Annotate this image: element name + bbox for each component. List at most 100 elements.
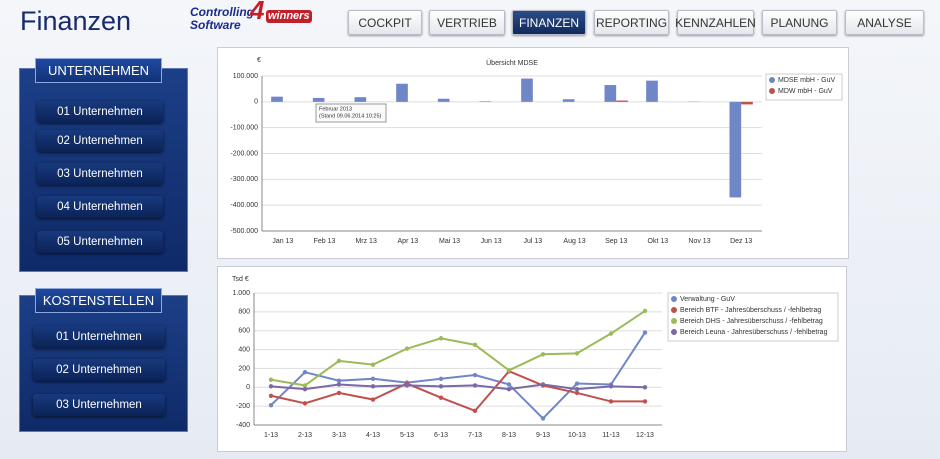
- x-tick-label: 10-13: [568, 432, 586, 439]
- legend-marker: [769, 77, 775, 83]
- x-tick-label: 8-13: [502, 432, 516, 439]
- axis-label: €: [257, 57, 261, 64]
- x-tick-label: 11-13: [602, 432, 619, 439]
- x-tick-label: Sep 13: [605, 238, 627, 245]
- line: [270, 332, 646, 420]
- nav-button[interactable]: VERTRIEB: [429, 10, 505, 35]
- x-tick-label: 4-13: [366, 432, 380, 439]
- line: [270, 310, 646, 387]
- bar: [271, 96, 283, 102]
- legend-marker: [769, 88, 775, 94]
- point: [506, 382, 512, 387]
- y-tick-label: 0: [254, 99, 258, 106]
- point: [336, 382, 342, 387]
- point: [336, 378, 342, 383]
- nav-button[interactable]: ANALYSE: [845, 10, 924, 35]
- panel-button[interactable]: 02 Unternehmen: [37, 130, 163, 152]
- bar: [646, 80, 658, 102]
- y-tick-label: 200: [238, 365, 250, 372]
- x-tick-label: 6-13: [434, 432, 448, 439]
- x-tick-label: Dez 13: [730, 238, 752, 245]
- point: [404, 383, 410, 388]
- bar: [437, 98, 450, 102]
- logo-text: Software: [190, 18, 241, 32]
- panel-button[interactable]: 03 Unternehmen: [33, 394, 165, 416]
- logo: Controlling Software 4 winners: [190, 0, 312, 40]
- page-title: Finanzen: [20, 6, 132, 36]
- x-tick-label: 7-13: [468, 432, 482, 439]
- point: [268, 384, 274, 389]
- panel-button[interactable]: 03 Unternehmen: [37, 163, 163, 185]
- legend-box: [667, 292, 839, 342]
- line: [270, 383, 646, 391]
- point: [540, 382, 546, 387]
- panel-button[interactable]: 01 Unternehmen: [33, 326, 165, 348]
- legend-label: MDW mbH - GuV: [778, 88, 833, 95]
- point: [574, 390, 580, 396]
- x-tick-label: 5-13: [400, 432, 414, 439]
- point: [608, 331, 614, 336]
- y-tick-label: 100.000: [233, 73, 258, 80]
- x-tick-label: 3-13: [332, 432, 346, 439]
- point: [472, 383, 478, 388]
- x-tick-label: Apr 13: [398, 238, 419, 245]
- point: [302, 383, 308, 388]
- panel-button[interactable]: 05 Unternehmen: [37, 231, 163, 253]
- y-tick-label: -100.000: [230, 125, 258, 132]
- y-tick-label: -200.000: [230, 150, 258, 157]
- point: [370, 384, 376, 389]
- point: [608, 384, 614, 389]
- point: [472, 372, 478, 378]
- x-tick-label: 2-13: [298, 432, 312, 439]
- y-tick-label: 600: [238, 328, 250, 335]
- legend-label: Bereich DHS - Jahresüberschuss / -fehlbe…: [680, 318, 823, 325]
- chart-title: Übersicht MDSE: [486, 59, 538, 67]
- point: [438, 384, 444, 389]
- bar: [354, 97, 367, 102]
- point: [574, 351, 580, 356]
- point: [472, 342, 478, 348]
- point: [268, 403, 274, 408]
- legend-marker: [671, 329, 677, 335]
- legend-box: [765, 73, 843, 101]
- legend-label: Bereich BTF - Jahresüberschuss / -fehlbe…: [680, 307, 821, 314]
- point: [302, 386, 308, 392]
- point: [302, 370, 308, 375]
- legend-marker: [671, 307, 677, 313]
- panel-button[interactable]: 04 Unternehmen: [37, 196, 163, 218]
- x-tick-label: Jun 13: [481, 238, 502, 245]
- panel-title: UNTERNEHMEN: [35, 58, 162, 83]
- point: [438, 336, 444, 341]
- bar: [479, 101, 492, 102]
- point: [438, 395, 444, 400]
- y-tick-label: 0: [246, 384, 250, 391]
- tooltip-text: (Stand 09.06.2014 10:25): [319, 113, 382, 119]
- y-tick-label: 400: [238, 346, 250, 353]
- nav-button[interactable]: COCKPIT: [348, 10, 422, 35]
- legend-marker: [671, 318, 677, 324]
- x-tick-label: Nov 13: [688, 238, 710, 245]
- y-tick-label: -400.000: [230, 202, 258, 209]
- panel-button[interactable]: 01 Unternehmen: [37, 101, 163, 123]
- y-tick-label: 800: [238, 309, 250, 316]
- nav-button[interactable]: FINANZEN: [512, 10, 586, 35]
- line: [270, 370, 645, 413]
- point: [268, 393, 274, 398]
- nav-button[interactable]: REPORTING: [594, 10, 669, 35]
- point: [370, 397, 376, 402]
- x-tick-label: Jan 13: [272, 238, 293, 245]
- logo-text: Controlling: [190, 5, 254, 19]
- y-tick-label: -400: [236, 422, 250, 429]
- legend-label: MDSE mbH - GuV: [778, 77, 836, 84]
- y-tick-label: -200: [236, 403, 250, 410]
- x-tick-label: 12-13: [636, 432, 654, 439]
- nav-button[interactable]: PLANUNG: [762, 10, 837, 35]
- point: [370, 362, 376, 367]
- bar: [312, 97, 325, 102]
- panel-button[interactable]: 02 Unternehmen: [33, 359, 165, 381]
- nav-button[interactable]: KENNZAHLEN: [675, 10, 756, 35]
- bar: [729, 101, 742, 198]
- legend-marker: [671, 296, 677, 302]
